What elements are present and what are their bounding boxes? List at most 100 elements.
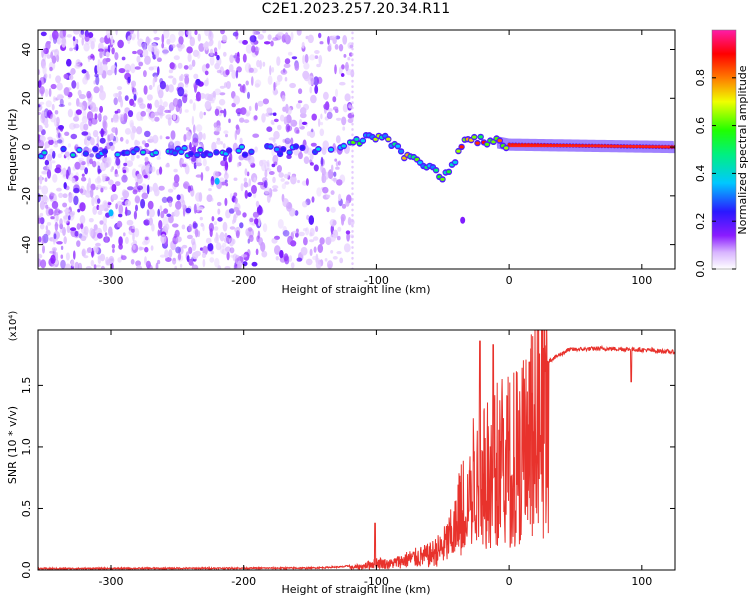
spectrogram-noise-blob [266,126,273,132]
spectrogram-noise-blob [161,33,165,44]
spectrogram-noise-blob [73,250,76,260]
spectrogram-noise-blob [342,126,346,131]
spectrogram-y-tick-label: 20 [20,91,33,105]
spectrogram-noise-blob [73,195,79,206]
spectrogram-noise-blob [307,34,314,44]
spectrogram-noise-blob [251,261,258,267]
spectrogram-noise-blob [145,36,150,46]
spectrogram-noise-blob [124,156,128,164]
spectrogram-noise-blob [106,69,113,76]
spectrogram-noise-blob [235,30,239,40]
spectrogram-noise-blob [217,265,222,269]
spectrogram-noise-blob [311,196,315,203]
spectrogram-noise-blob [343,54,347,58]
spectrogram-noise-blob [50,192,55,197]
spectrogram-edge-dot [351,160,354,164]
spectrogram-noise-blob [293,148,300,156]
spectrogram-noise-blob [335,88,338,98]
spectrogram-noise-blob [140,183,147,193]
spectrogram-noise-blob [341,116,347,126]
spectrogram-noise-blob [51,201,59,209]
spectrogram-noise-blob [79,202,86,212]
spectrogram-noise-blob [79,121,85,132]
spectrogram-edge-dot [351,235,354,239]
spectrogram-edge-dot [351,171,354,174]
spectrogram-noise-blob [189,185,194,192]
spectrogram-noise-blob [186,46,193,54]
spectrogram-noise-blob [191,115,195,126]
spectrogram-noise-blob [184,75,190,85]
spectrogram-noise-blob [59,98,64,106]
spectrogram-edge-dot [351,208,354,212]
spectrogram-edge-dot [351,224,354,228]
spectrogram-noise-blob [242,53,247,63]
spectrogram-noise-blob [132,240,138,246]
spectrogram-noise-blob [38,124,43,132]
spectrogram-noise-blob [66,34,73,38]
spectrogram-noise-blob [167,117,172,126]
spectrogram-noise-blob [80,161,86,166]
spectrogram-carrier-blob [513,143,518,147]
colorbar-tick-label: 0.8 [694,69,707,87]
spectrogram-noise-blob [168,44,174,52]
spectrogram-noise-blob [184,83,189,88]
spectrogram-noise-blob [234,130,237,141]
spectrogram-noise-blob [220,110,224,114]
spectrogram-noise-blob [131,80,136,88]
spectrogram-noise-blob [105,57,111,63]
spectrogram-noise-blob [75,143,79,147]
spectrogram-noise-blob [261,250,268,258]
spectrogram-carrier-blob [300,146,305,150]
spectrogram-noise-blob [64,263,72,269]
spectrogram-noise-blob [98,48,104,52]
spectrogram-noise-blob [44,201,48,205]
spectrogram-noise-blob [214,108,220,116]
spectrogram-noise-blob [75,43,79,51]
spectrogram-noise-blob [134,228,140,238]
spectrogram-noise-blob [116,220,123,228]
spectrogram-noise-blob [40,113,46,124]
spectrogram-noise-blob [243,119,250,124]
spectrogram-noise-blob [283,253,289,262]
spectrogram-edge-dot [351,95,354,99]
spectrogram-carrier-blob [242,153,248,157]
spectrogram-noise-blob [40,31,47,37]
spectrogram-noise-blob [324,116,329,121]
snr-y-tick-label: 1.5 [20,377,33,395]
spectrogram-noise-blob [218,98,226,106]
spectrogram-x-label: Height of straight line (km) [281,283,430,296]
spectrogram-noise-blob [175,246,182,254]
spectrogram-noise-blob [159,80,166,90]
spectrogram-noise-blob [99,37,105,44]
spectrogram-noise-blob [114,173,120,178]
spectrogram-noise-blob [144,55,151,65]
spectrogram-noise-blob [330,206,336,213]
spectrogram-noise-blob [92,55,95,61]
spectrogram-noise-blob [219,85,225,89]
spectrogram-noise-blob [345,230,351,235]
spectrogram-noise-blob [111,117,114,123]
spectrogram-noise-blob [217,208,221,215]
spectrogram-noise-blob [267,34,272,41]
spectrogram-noise-blob [173,181,179,188]
spectrogram-noise-blob [222,242,227,248]
spectrogram-noise-blob [107,202,112,206]
spectrogram-noise-blob [48,88,52,97]
spectrogram-noise-blob [225,81,231,89]
spectrogram-noise-blob [44,88,49,98]
spectrogram-edge-dot [351,63,354,67]
spectrogram-noise-blob [61,37,67,45]
spectrogram-noise-blob [137,98,143,103]
spectrogram-noise-blob [273,131,280,140]
spectrogram-noise-blob [75,109,82,115]
spectrogram-carrier-blob [179,150,184,154]
spectrogram-noise-blob [207,243,214,251]
spectrogram-noise-blob [90,259,95,267]
spectrogram-noise-blob [87,55,91,63]
spectrogram-noise-blob [280,69,288,75]
spectrogram-noise-blob [315,260,322,269]
spectrogram-noise-blob [279,250,284,259]
spectrogram-noise-blob [105,30,112,38]
spectrogram-noise-blob [154,116,160,122]
spectrogram-noise-blob [224,232,228,238]
